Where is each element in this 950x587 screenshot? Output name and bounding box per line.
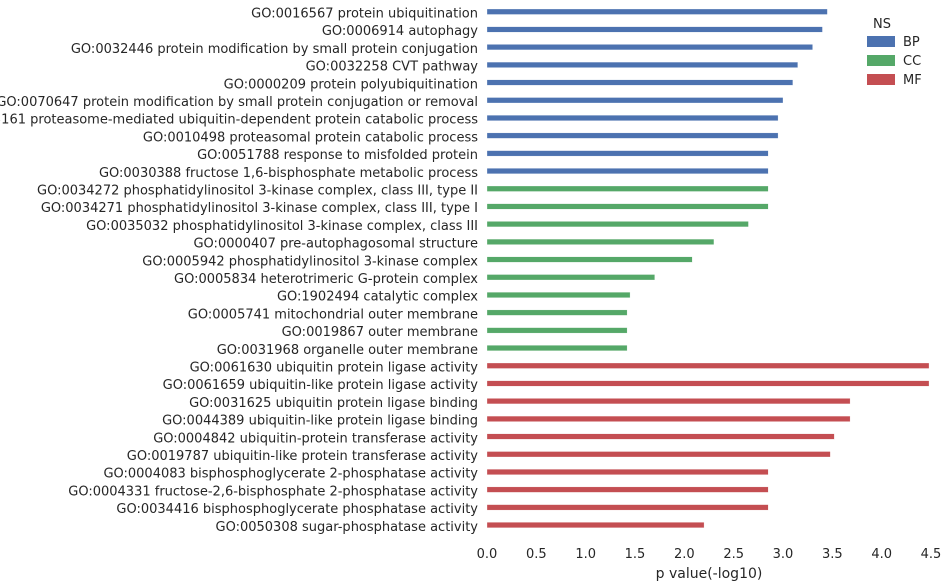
- bar-mf-26: [486, 451, 831, 458]
- legend-title: NS: [873, 17, 891, 32]
- bar-cc-12: [486, 203, 769, 210]
- bar-mf-22: [486, 380, 930, 387]
- category-label: GO:0005834 heterotrimeric G-protein comp…: [174, 272, 478, 287]
- bar-mf-27: [486, 469, 769, 475]
- category-label: GO:0031625 ubiquitin protein ligase bind…: [189, 396, 478, 411]
- x-axis-title: p value(-log10): [656, 566, 763, 582]
- x-axis-ticks: 0.0 0.5 1.0 1.5 2.0 2.5 3.0 3.5 4.0 4.5: [477, 547, 942, 562]
- bar-mf-28: [486, 486, 769, 493]
- x-tick-label: 4.5: [921, 547, 942, 562]
- bar-bp-5: [486, 79, 794, 86]
- legend: NS BP CC MF: [867, 17, 922, 88]
- bar-cc-15: [486, 256, 693, 263]
- category-label: GO:0019867 outer membrane: [282, 325, 478, 340]
- legend-swatch-cc: [867, 55, 895, 66]
- bar-bp-4: [486, 61, 798, 68]
- category-label: GO:0004083 bisphosphoglycerate 2-phospha…: [103, 467, 478, 482]
- bar-mf-29: [486, 504, 769, 511]
- legend-entries: BP CC MF: [867, 35, 922, 88]
- bar-mf-21: [486, 362, 930, 369]
- category-label: GO:0051788 response to misfolded protein: [197, 148, 478, 163]
- category-label: GO:0004331 fructose-2,6-bisphosphate 2-p…: [68, 484, 478, 499]
- bar-bp-8: [486, 132, 779, 139]
- bar-bp-7: [486, 115, 779, 121]
- x-tick-label: 3.5: [822, 547, 843, 562]
- bar-bp-6: [486, 97, 784, 104]
- category-label: GO:0031968 organelle outer membrane: [217, 343, 478, 358]
- category-label: GO:0061630 ubiquitin protein ligase acti…: [190, 361, 479, 376]
- bar-cc-17: [486, 292, 631, 298]
- x-tick-label: 0.0: [477, 547, 498, 562]
- legend-label-mf: MF: [903, 73, 922, 88]
- category-label: GO:0032446 protein modification by small…: [71, 42, 478, 57]
- bar-bp-2: [486, 26, 823, 33]
- category-label: GO:0004842 ubiquitin-protein transferase…: [153, 431, 478, 446]
- bar-bp-1: [486, 8, 828, 15]
- legend-label-cc: CC: [903, 54, 921, 69]
- bar-cc-20: [486, 345, 628, 351]
- category-label: GO:0043161 proteasome-mediated ubiquitin…: [0, 113, 478, 128]
- category-label: GO:0005741 mitochondrial outer membrane: [188, 307, 478, 322]
- bar-mf-25: [486, 433, 835, 440]
- category-label: GO:1902494 catalytic complex: [277, 290, 478, 305]
- bars-group: [486, 8, 930, 528]
- bar-bp-10: [486, 168, 769, 174]
- x-tick-label: 2.5: [723, 547, 744, 562]
- category-labels: GO:0016567 protein ubiquitination GO:0006…: [0, 7, 478, 535]
- x-tick-label: 1.0: [575, 547, 596, 562]
- category-label: GO:0070647 protein modification by small…: [0, 95, 478, 110]
- category-label: GO:0019787 ubiquitin-like protein transf…: [127, 449, 479, 464]
- x-tick-label: 4.0: [871, 547, 892, 562]
- category-label: GO:0000407 pre-autophagosomal structure: [193, 237, 478, 252]
- category-label: GO:0030388 fructose 1,6-bisphosphate met…: [99, 166, 478, 181]
- category-label: GO:0034416 bisphosphoglycerate phosphata…: [116, 502, 478, 517]
- bar-cc-14: [486, 238, 715, 245]
- x-tick-label: 3.0: [773, 547, 794, 562]
- bar-cc-11: [486, 185, 769, 192]
- x-tick-label: 2.0: [674, 547, 695, 562]
- x-tick-label: 1.5: [625, 547, 646, 562]
- bar-cc-13: [486, 221, 749, 228]
- bar-mf-24: [486, 415, 851, 422]
- legend-swatch-bp: [867, 36, 895, 47]
- legend-label-bp: BP: [903, 35, 920, 50]
- category-label: GO:0061659 ubiquitin-like protein ligase…: [163, 378, 479, 393]
- bar-mf-23: [486, 398, 851, 405]
- bar-bp-9: [486, 150, 769, 157]
- legend-swatch-mf: [867, 74, 895, 85]
- category-label: GO:0010498 proteasomal protein catabolic…: [143, 130, 478, 145]
- category-label: GO:0050308 sugar-phosphatase activity: [216, 520, 479, 535]
- bar-mf-30: [486, 522, 705, 528]
- bar-cc-18: [486, 309, 628, 316]
- category-label: GO:0032258 CVT pathway: [306, 60, 479, 75]
- category-label: GO:0034272 phosphatidylinositol 3-kinase…: [37, 184, 478, 199]
- category-label: GO:0000209 protein polyubiquitination: [224, 77, 478, 92]
- bar-cc-16: [486, 274, 655, 281]
- x-tick-label: 0.5: [526, 547, 547, 562]
- category-label: GO:0006914 autophagy: [322, 24, 478, 39]
- bar-bp-3: [486, 44, 813, 51]
- category-label: GO:0035032 phosphatidylinositol 3-kinase…: [86, 219, 478, 234]
- category-label: GO:0034271 phosphatidylinositol 3-kinase…: [41, 201, 478, 216]
- category-label: GO:0005942 phosphatidylinositol 3-kinase…: [142, 254, 478, 269]
- bar-cc-19: [486, 327, 628, 334]
- category-label: GO:0044389 ubiquitin-like protein ligase…: [162, 414, 478, 429]
- category-label: GO:0016567 protein ubiquitination: [251, 7, 478, 22]
